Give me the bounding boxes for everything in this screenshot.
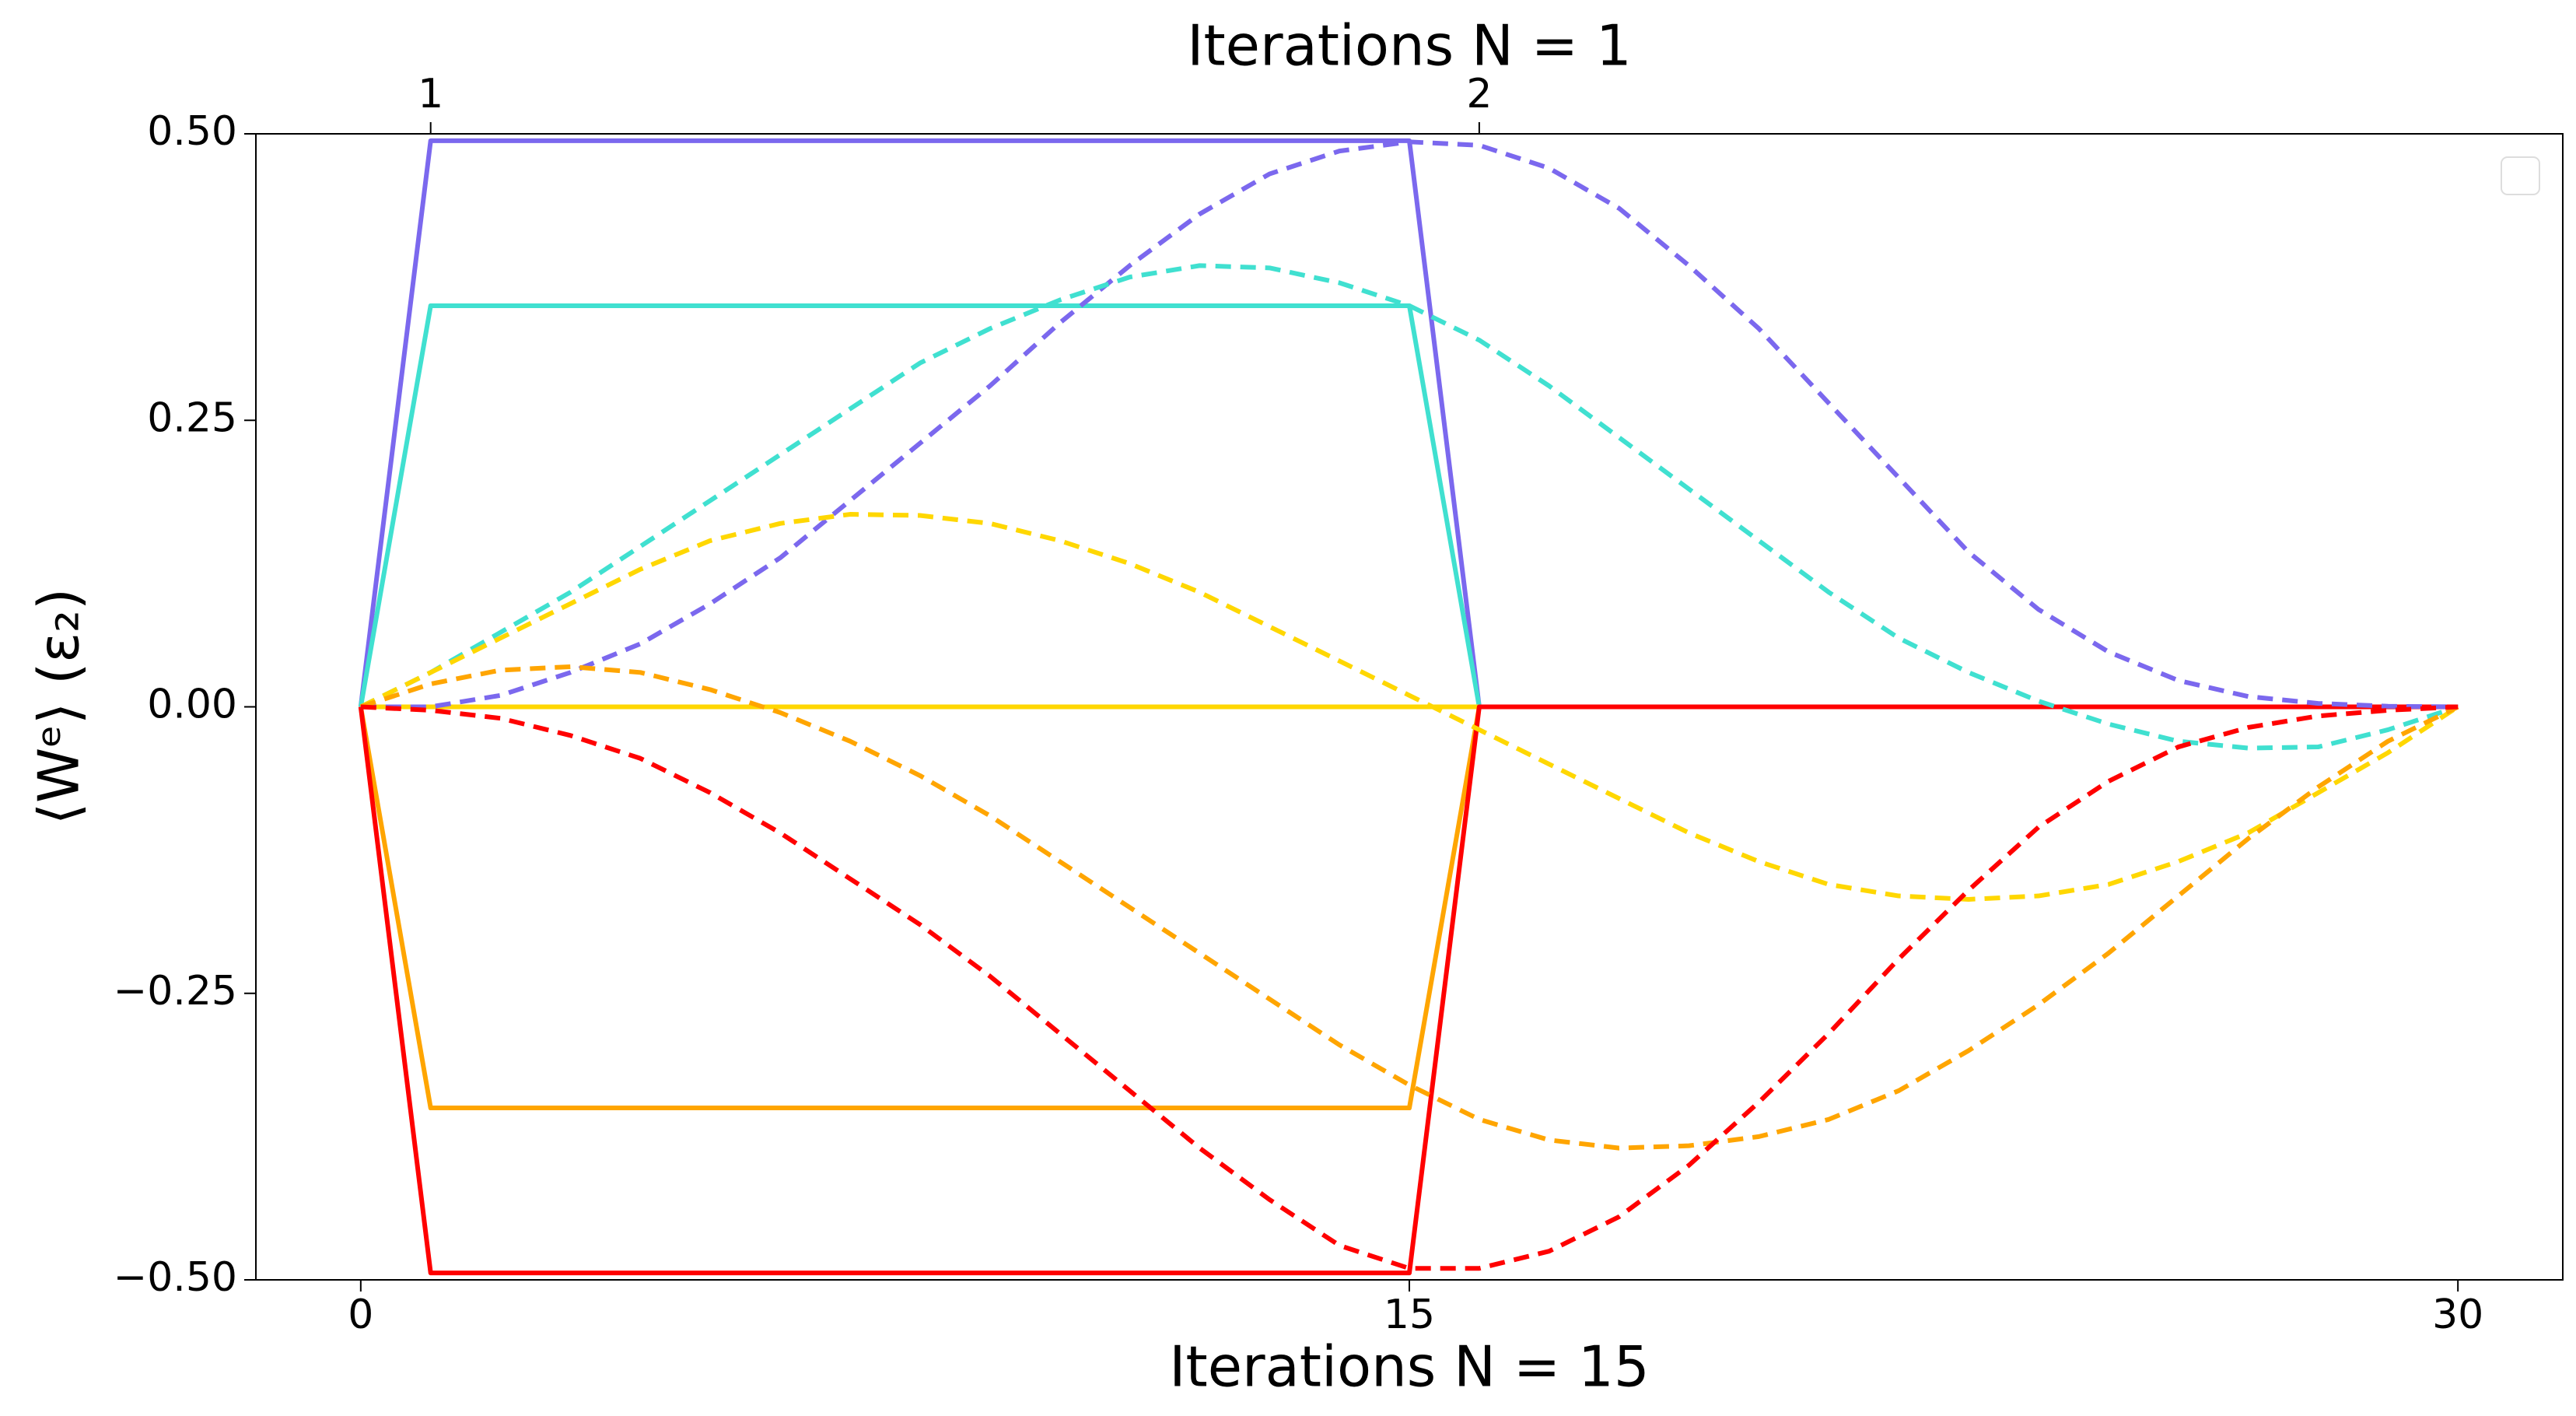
solid-line bbox=[358, 704, 2459, 1276]
dashed-line bbox=[360, 704, 2459, 1271]
dashed-line bbox=[359, 263, 2459, 751]
plot-area bbox=[358, 138, 2459, 1276]
dashed-line bbox=[359, 664, 2459, 1151]
y-tick-label: −0.50 bbox=[114, 1254, 237, 1301]
legend-box bbox=[2501, 156, 2540, 195]
dashed-line bbox=[359, 512, 2459, 902]
y-tick-label: 0.50 bbox=[147, 108, 237, 155]
y-tick-label: 0.25 bbox=[147, 394, 237, 441]
x-tick-label: 15 bbox=[1384, 1292, 1435, 1338]
y-tick-label: −0.25 bbox=[114, 968, 237, 1015]
x-tick-label: 30 bbox=[2432, 1292, 2483, 1338]
x-tick-label: 0 bbox=[348, 1292, 373, 1338]
x-axis-label: Iterations N = 15 bbox=[1169, 1334, 1649, 1400]
y-axis-label: ⟨Wᵉ⟩ (ε₂) bbox=[26, 588, 92, 825]
x2-tick-label: 1 bbox=[418, 71, 443, 117]
x2-axis-label: Iterations N = 1 bbox=[1187, 13, 1632, 79]
x2-tick-label: 2 bbox=[1466, 71, 1492, 117]
dashed-line bbox=[360, 139, 2459, 710]
y-tick-label: 0.00 bbox=[147, 682, 237, 728]
